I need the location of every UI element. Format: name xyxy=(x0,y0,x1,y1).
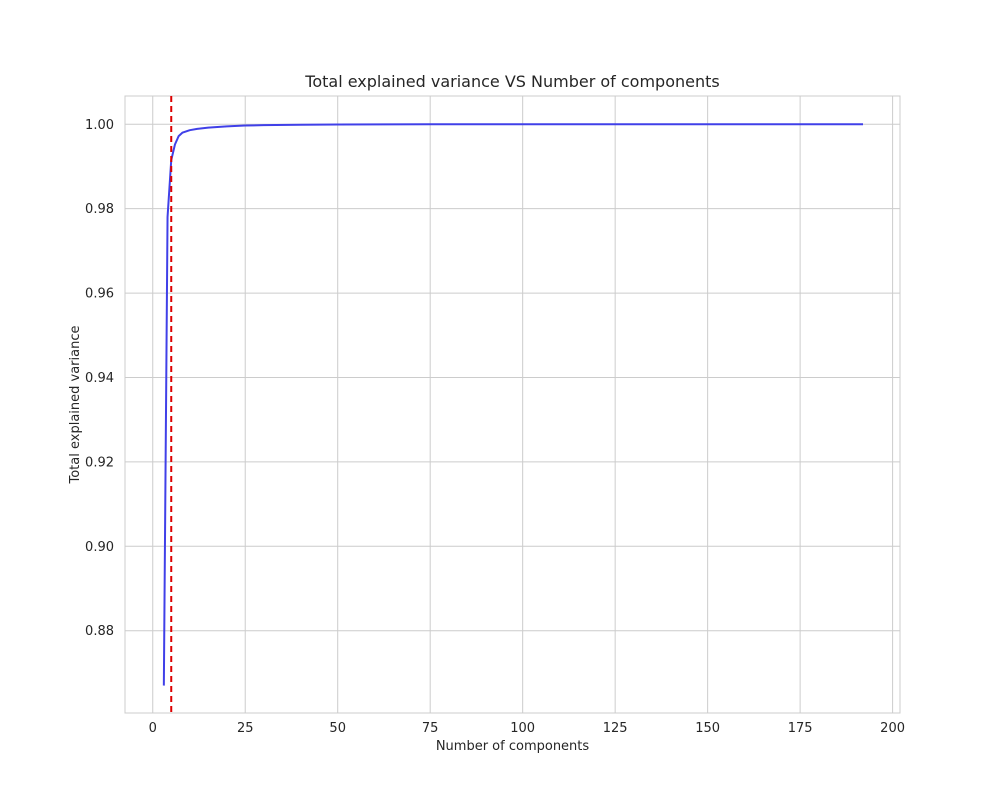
y-tick-label: 0.90 xyxy=(85,540,114,555)
y-tick-labels: 0.88 0.90 0.92 0.94 0.96 0.98 1.00 xyxy=(85,118,114,639)
y-axis-label: Total explained variance xyxy=(68,326,83,485)
y-tick-label: 0.88 xyxy=(85,624,114,639)
chart-title: Total explained variance VS Number of co… xyxy=(304,72,719,91)
y-tick-label: 0.98 xyxy=(85,202,114,217)
x-tick-labels: 0 25 50 75 100 125 150 175 200 xyxy=(149,721,905,736)
x-tick-label: 75 xyxy=(422,721,439,736)
x-tick-label: 150 xyxy=(695,721,720,736)
x-tick-label: 50 xyxy=(329,721,346,736)
x-tick-label: 25 xyxy=(237,721,254,736)
plot-frame xyxy=(124,95,901,714)
variance-line xyxy=(162,123,864,686)
x-tick-label: 200 xyxy=(880,721,905,736)
x-axis-label: Number of components xyxy=(436,739,590,754)
x-tick-label: 175 xyxy=(788,721,813,736)
series-layer xyxy=(162,123,864,686)
y-tick-label: 0.92 xyxy=(85,455,114,470)
y-tick-label: 0.96 xyxy=(85,287,114,302)
grid xyxy=(125,96,900,713)
x-tick-label: 125 xyxy=(603,721,628,736)
y-tick-label: 0.94 xyxy=(85,371,114,386)
x-tick-label: 100 xyxy=(510,721,535,736)
y-tick-label: 1.00 xyxy=(85,118,114,133)
x-tick-label: 0 xyxy=(149,721,157,736)
